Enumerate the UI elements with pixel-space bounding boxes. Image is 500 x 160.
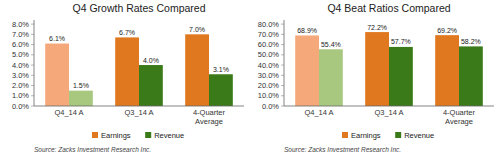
legend: Earnings Revenue [92,131,184,140]
bars [295,32,483,106]
x-tick-label-line: Q3_14 A [374,108,403,117]
y-tick [31,75,34,76]
chart-panel: Q4 Growth Rates Compared 0.0% 1.0%2.0%3.0%… [12,2,244,153]
y-tick [31,24,34,25]
y-tick [281,44,284,45]
data-label: 6.1% [49,35,65,42]
y-tick [281,54,284,55]
source-note: Source: Zacks Investment Research Inc. [284,146,401,153]
x-tick-label-line: Q4_14 A [54,108,83,117]
x-tick-label: Q4_14 A [304,108,333,117]
bar [45,44,69,106]
y-tick [31,65,34,66]
bar [185,34,209,106]
y-axis-line [34,20,35,106]
y-tick-label: 8.0% [12,20,29,29]
y-tick-label: 7.0% [12,30,29,39]
x-tick-label: Q4_14 A [54,108,83,117]
y-tick-label: 6.0% [12,40,29,49]
x-tick-label-line: Average [445,117,473,126]
y-tick [31,34,34,35]
data-label: 6.7% [119,29,135,36]
y-tick [31,106,34,107]
chart-panel: Q4 Beat Ratios Compared 0.0% 10.0%20.0%30.… [258,2,494,153]
source-note: Source: Zacks Investment Research Inc. [34,146,151,153]
y-tick [281,95,284,96]
legend-swatch [145,132,151,138]
data-label: 69.2% [437,27,457,34]
y-tick-label: 5.0% [12,50,29,59]
y-tick-label: 10.0% [258,91,280,100]
legend-label: Revenue [404,131,434,140]
legend-swatch [342,132,348,138]
y-tick [281,106,284,107]
y-tick-label: 40.0% [258,61,280,70]
bar [459,46,483,106]
legend: Earnings Revenue [342,131,434,140]
y-tick-label: 70.0% [258,30,280,39]
y-tick-label: 30.0% [258,71,280,80]
bar [139,65,163,106]
y-axis-line [284,20,285,106]
data-label: 57.7% [391,38,411,45]
figure: Q4 Growth Rates Compared 0.0% 1.0%2.0%3.0%… [0,0,500,160]
y-tick-label: 0.0% [12,102,29,111]
data-label: 68.9% [297,27,317,34]
data-label: 3.1% [213,66,229,73]
y-tick [281,65,284,66]
x-tick-label: 4-QuarterAverage [443,108,476,126]
bar [115,37,139,106]
y-tick [281,85,284,86]
chart-title: Q4 Beat Ratios Compared [327,2,450,14]
x-tick-label-line: Q4_14 A [304,108,333,117]
x-tick-label-line: Q3_14 A [124,108,153,117]
y-tick-label: 50.0% [258,50,280,59]
y-tick-label: 4.0% [12,61,29,70]
bar [365,32,389,106]
bar [435,35,459,106]
data-label: 1.5% [73,82,89,89]
y-tick [281,75,284,76]
y-tick [31,95,34,96]
y-tick-label: 60.0% [258,40,280,49]
legend-swatch [92,132,98,138]
x-axis-line [34,106,244,107]
y-tick [31,44,34,45]
y-tick-label: 0.0% [262,102,279,111]
data-label: 72.2% [367,24,387,31]
bar [209,74,233,106]
x-tick-label-line: Average [195,117,223,126]
y-tick-label: 20.0% [258,81,280,90]
bar [389,47,413,106]
bars [45,34,233,106]
data-label: 58.2% [461,38,481,45]
x-tick-label: Q3_14 A [374,108,403,117]
data-label: 7.0% [189,26,205,33]
legend-label: Earnings [101,131,131,140]
y-tick [31,54,34,55]
legend-swatch [395,132,401,138]
y-tick-label: 3.0% [12,71,29,80]
data-label: 55.4% [321,41,341,48]
data-label: 4.0% [143,57,159,64]
chart-title: Q4 Growth Rates Compared [72,2,205,14]
bar [295,35,319,106]
y-tick-label: 2.0% [12,81,29,90]
x-tick-label: Q3_14 A [124,108,153,117]
x-tick-label: 4-QuarterAverage [193,108,226,126]
y-tick-label: 1.0% [12,91,29,100]
legend-label: Earnings [351,131,381,140]
y-tick [281,34,284,35]
y-tick [31,85,34,86]
x-axis-line [284,106,494,107]
y-tick-label: 80.0% [258,20,280,29]
y-tick [281,24,284,25]
bar [319,49,343,106]
legend-label: Revenue [154,131,184,140]
bar [69,91,93,106]
